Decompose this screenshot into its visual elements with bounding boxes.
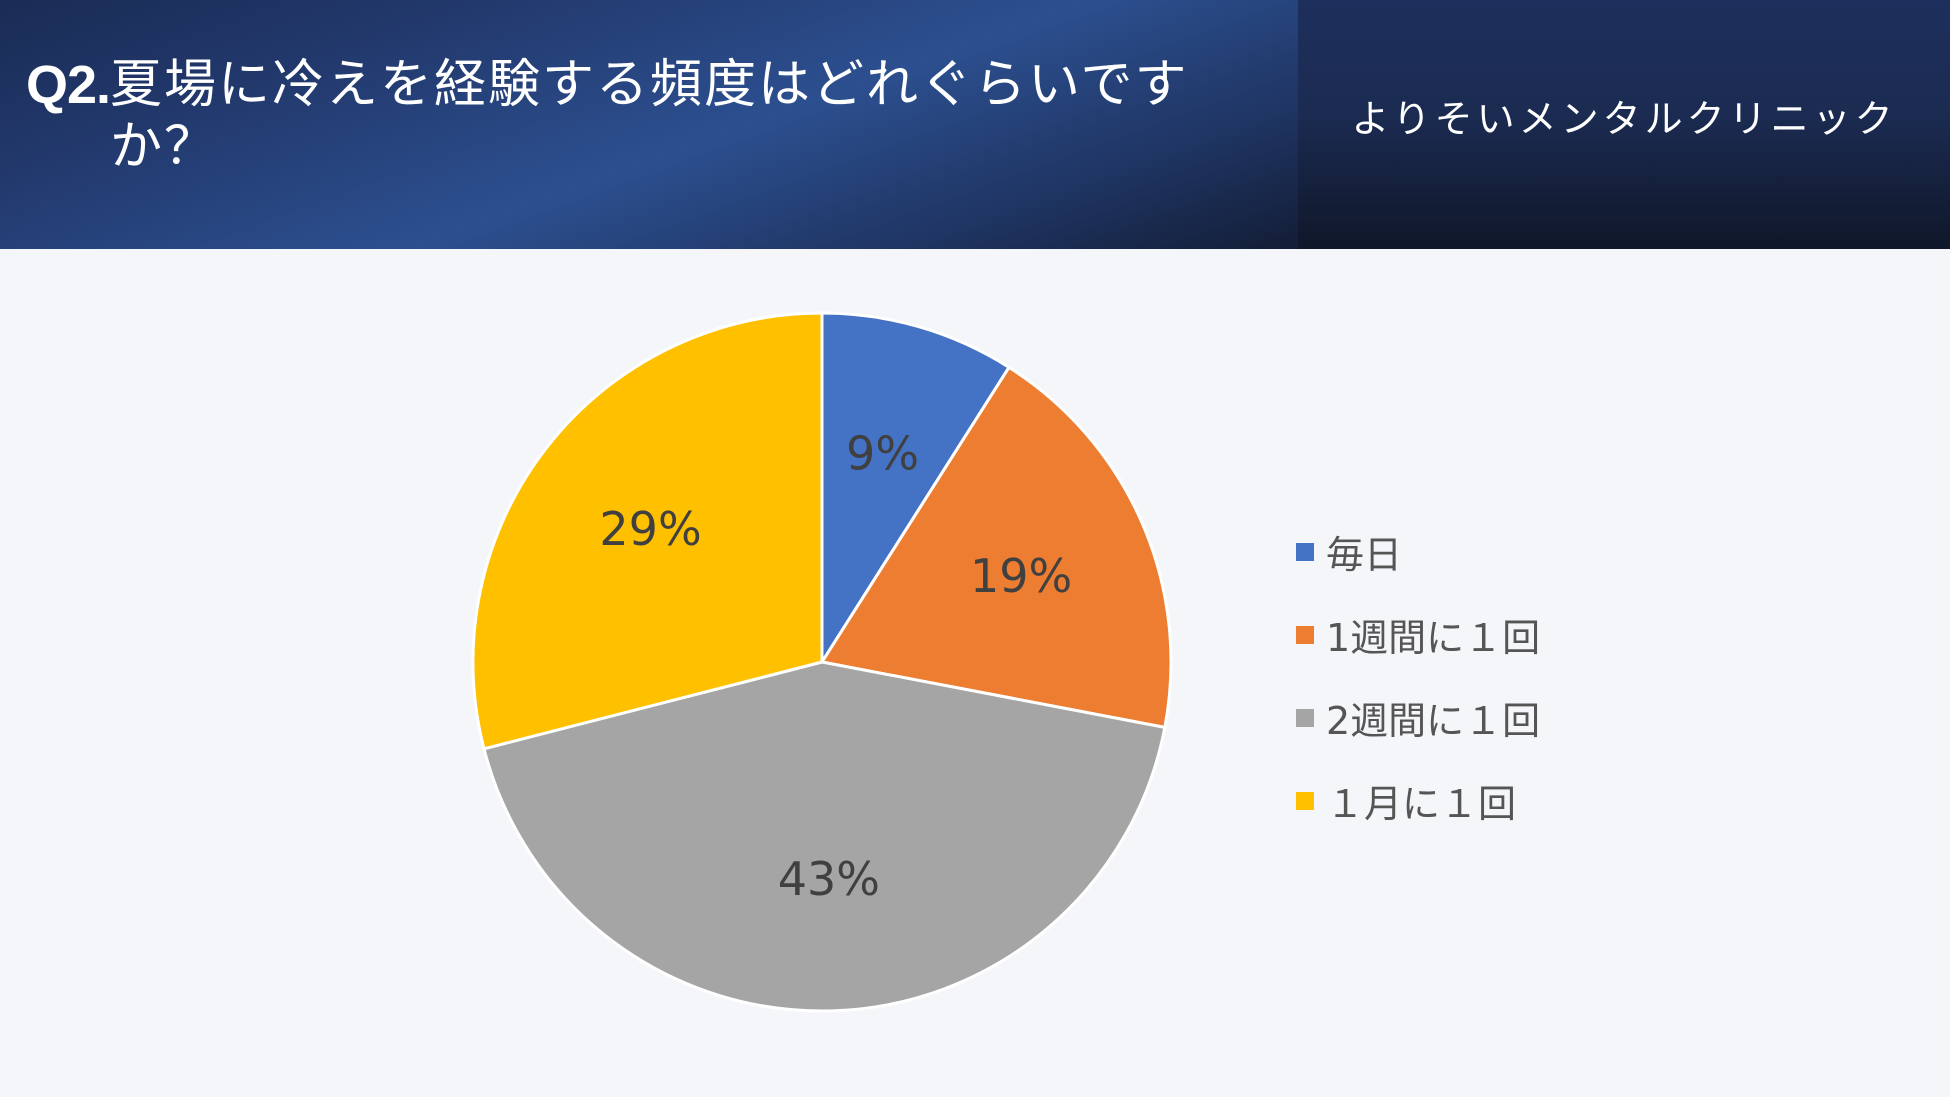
- pie-slices: [471, 311, 1173, 1013]
- data-label-monthly: 29%: [599, 502, 701, 556]
- legend-label: 1週間に１回: [1326, 616, 1541, 660]
- pie-slice-daily: [820, 311, 1011, 664]
- legend-label: 2週間に１回: [1326, 699, 1541, 743]
- legend-swatch: [1296, 542, 1314, 561]
- question-number: Q2.: [26, 55, 111, 115]
- legend-swatch: [1296, 708, 1314, 727]
- data-label-weekly: 19%: [970, 549, 1072, 603]
- legend-swatch: [1296, 625, 1314, 644]
- pie-slice-monthly: [471, 311, 824, 751]
- chart-legend: 毎日 1週間に１回 2週間に１回 １月に１回: [1296, 510, 1816, 842]
- slide-title: Q2. 夏場に冷えを経験する頻度はどれぐらいですか？: [26, 54, 1246, 178]
- legend-item-biweekly: 2週間に１回: [1296, 676, 1816, 759]
- data-label-daily: 9%: [846, 427, 919, 481]
- pie-slice-biweekly: [482, 660, 1167, 1013]
- clinic-name: よりそいメンタルクリニック: [1351, 97, 1897, 141]
- pie-data-labels: 9% 19% 43% 29%: [599, 427, 1072, 906]
- legend-label: 毎日: [1326, 533, 1403, 577]
- question-text: 夏場に冷えを経験する頻度はどれぐらいですか？: [110, 55, 1189, 177]
- slide-header: Q2. 夏場に冷えを経験する頻度はどれぐらいですか？ よりそいメンタルクリニック: [0, 0, 1950, 249]
- legend-item-daily: 毎日: [1296, 510, 1816, 593]
- legend-item-weekly: 1週間に１回: [1296, 593, 1816, 676]
- legend-label: １月に１回: [1326, 782, 1517, 826]
- legend-swatch: [1296, 791, 1314, 810]
- data-label-biweekly: 43%: [778, 852, 880, 906]
- legend-item-monthly: １月に１回: [1296, 759, 1816, 842]
- clinic-banner: よりそいメンタルクリニック: [1298, 0, 1950, 249]
- title-banner: Q2. 夏場に冷えを経験する頻度はどれぐらいですか？: [0, 0, 1298, 249]
- pie-slice-weekly: [820, 365, 1173, 729]
